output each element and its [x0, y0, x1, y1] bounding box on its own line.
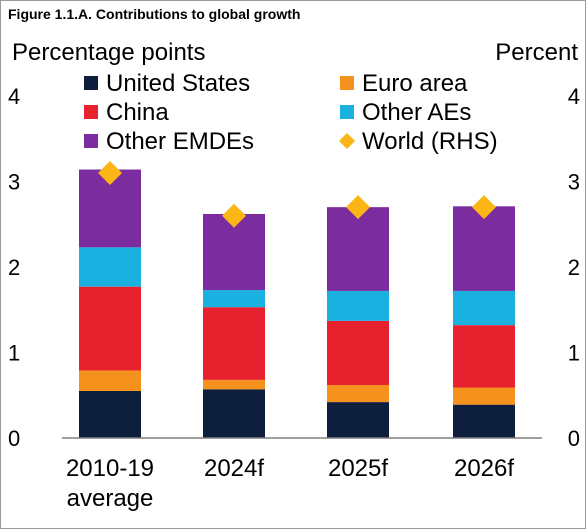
bar-segment-united-states — [203, 389, 265, 438]
legend-swatch — [84, 105, 98, 119]
legend-item-other-aes: Other AEs — [340, 99, 471, 126]
x-tick-label: average — [67, 485, 154, 512]
bar-segment-other-emdes — [327, 207, 389, 291]
bar-stack-2010-19-average — [79, 169, 141, 438]
x-tick-label: 2024f — [204, 455, 264, 482]
bar-segment-china — [203, 307, 265, 380]
legend-label: China — [106, 99, 169, 126]
legend-label: Euro area — [362, 70, 468, 97]
bar-segment-china — [79, 286, 141, 371]
y-axis-right-ticks: 0 1 2 3 4 — [568, 84, 580, 451]
legend-swatch — [84, 76, 98, 90]
legend-swatch — [84, 134, 98, 148]
world-marker — [346, 195, 370, 220]
y-tick-left-label: 3 — [8, 170, 20, 195]
world-marker — [222, 203, 246, 228]
y-tick-right-label: 1 — [568, 341, 580, 366]
y-tick-left-label: 0 — [8, 426, 20, 451]
legend-label: Other AEs — [362, 99, 471, 126]
y-tick-right-label: 2 — [568, 255, 580, 280]
legend-swatch — [340, 105, 354, 119]
bar-segment-euro-area — [327, 384, 389, 403]
x-tick-label: 2010-19 — [66, 455, 154, 482]
x-tick-label: 2025f — [328, 455, 388, 482]
bar-segment-united-states — [79, 390, 141, 438]
legend-item-world-rhs: World (RHS) — [339, 128, 498, 155]
world-marker — [98, 160, 122, 185]
legend-label: Other EMDEs — [106, 128, 254, 155]
bar-segment-united-states — [327, 402, 389, 438]
y-tick-left-label: 2 — [8, 255, 20, 280]
y-tick-right-label: 3 — [568, 170, 580, 195]
y-axis-left-label: Percentage points — [12, 39, 205, 66]
bar-stacks — [79, 169, 515, 438]
bar-stack-2026f — [453, 206, 515, 438]
y-axis-left-ticks: 0 1 2 3 4 — [8, 84, 20, 451]
x-tick-label: 2026f — [454, 455, 514, 482]
bar-stack-2024f — [203, 213, 265, 438]
legend-swatch — [340, 76, 354, 90]
legend-label: United States — [106, 70, 250, 97]
bar-segment-china — [327, 320, 389, 385]
legend-label: World (RHS) — [362, 128, 498, 155]
bar-segment-other-emdes — [453, 206, 515, 291]
y-tick-left-label: 1 — [8, 341, 20, 366]
y-tick-right-label: 4 — [568, 84, 580, 109]
bar-segment-euro-area — [453, 387, 515, 405]
bar-segment-other-aes — [79, 247, 141, 287]
bar-segment-china — [453, 325, 515, 388]
bar-segment-other-aes — [203, 290, 265, 308]
x-axis-labels: 2010-19 average 2024f 2025f 2026f — [66, 455, 514, 512]
bar-segment-other-aes — [453, 290, 515, 326]
legend-swatch-diamond — [339, 133, 355, 149]
y-axis-right-label: Percent — [495, 39, 578, 66]
bar-stack-2025f — [327, 207, 389, 438]
world-marker — [472, 195, 496, 220]
legend: United States Euro area China Other AEs Othe… — [84, 70, 498, 155]
y-tick-right-label: 0 — [568, 426, 580, 451]
legend-item-united-states: United States — [84, 70, 250, 97]
bar-segment-other-aes — [327, 290, 389, 321]
legend-item-other-emdes: Other EMDEs — [84, 128, 254, 155]
y-tick-left-label: 4 — [8, 84, 20, 109]
bar-segment-euro-area — [79, 370, 141, 391]
bar-segment-united-states — [453, 404, 515, 438]
bar-segment-euro-area — [203, 379, 265, 390]
world-markers — [98, 160, 496, 228]
figure-title: Figure 1.1.A. Contributions to global gr… — [8, 6, 301, 22]
legend-item-euro-area: Euro area — [340, 70, 468, 97]
legend-item-china: China — [84, 99, 169, 126]
